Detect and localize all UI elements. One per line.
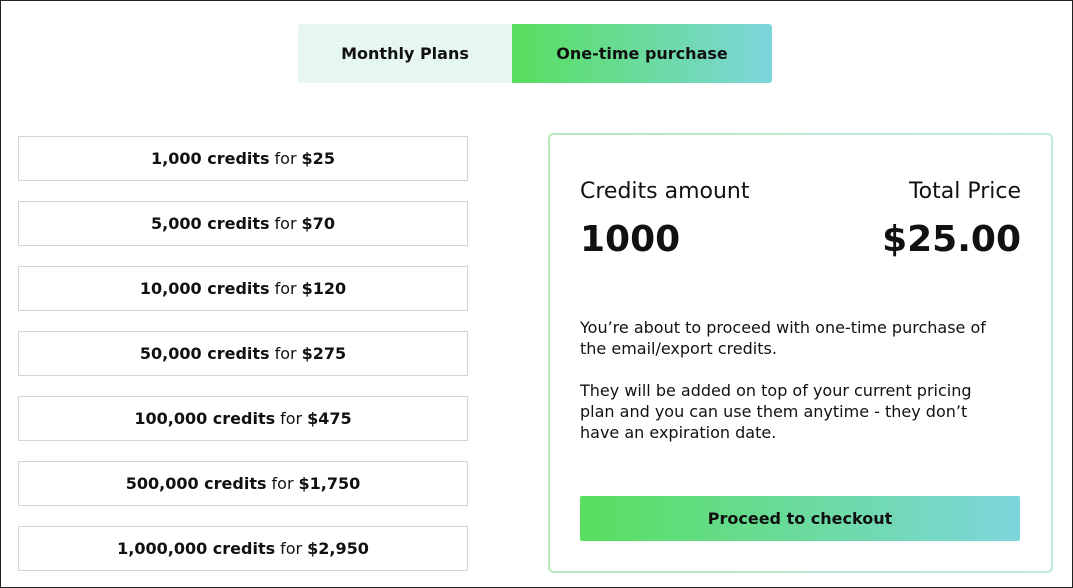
- option-credits: 500,000 credits: [125, 474, 267, 493]
- option-credits: 1,000,000 credits: [117, 539, 276, 558]
- credit-option[interactable]: 100,000 credits for $475: [18, 396, 468, 441]
- option-for: for: [280, 409, 303, 428]
- total-price-label: Total Price: [908, 179, 1021, 204]
- option-for: for: [274, 214, 297, 233]
- option-for: for: [274, 279, 297, 298]
- option-price: $1,750: [298, 474, 361, 493]
- option-price: $120: [301, 279, 347, 298]
- option-for: for: [274, 149, 297, 168]
- option-credits: 10,000 credits: [139, 279, 270, 298]
- option-for: for: [271, 474, 294, 493]
- option-price: $2,950: [307, 539, 369, 558]
- option-credits: 1,000 credits: [151, 149, 270, 168]
- total-price-value: $25.00: [882, 219, 1021, 260]
- proceed-to-checkout-button[interactable]: Proceed to checkout: [580, 496, 1020, 541]
- option-for: for: [274, 344, 297, 363]
- option-price: $475: [307, 409, 352, 428]
- plan-tabs: Monthly Plans One-time purchase: [298, 24, 772, 83]
- credit-option[interactable]: 1,000 credits for $25: [18, 136, 468, 181]
- option-for: for: [280, 539, 303, 558]
- option-credits: 100,000 credits: [134, 409, 276, 428]
- option-credits: 5,000 credits: [151, 214, 270, 233]
- credit-option[interactable]: 50,000 credits for $275: [18, 331, 468, 376]
- credit-option[interactable]: 500,000 credits for $1,750: [18, 461, 468, 506]
- option-price: $25: [301, 149, 335, 168]
- credit-option[interactable]: 1,000,000 credits for $2,950: [18, 526, 468, 571]
- tab-monthly-plans[interactable]: Monthly Plans: [298, 24, 512, 83]
- credit-option[interactable]: 10,000 credits for $120: [18, 266, 468, 311]
- option-price: $70: [301, 214, 335, 233]
- credits-amount-label: Credits amount: [580, 179, 750, 204]
- option-price: $275: [301, 344, 347, 363]
- info-text-2: They will be added on top of your curren…: [580, 381, 972, 442]
- credits-amount-value: 1000: [580, 219, 681, 260]
- info-text-1: You’re about to proceed with one-time pu…: [580, 318, 986, 358]
- option-credits: 50,000 credits: [139, 344, 270, 363]
- credit-option[interactable]: 5,000 credits for $70: [18, 201, 468, 246]
- summary-card: Credits amount Total Price 1000 $25.00 Y…: [548, 133, 1053, 573]
- tab-one-time-purchase[interactable]: One-time purchase: [512, 24, 772, 83]
